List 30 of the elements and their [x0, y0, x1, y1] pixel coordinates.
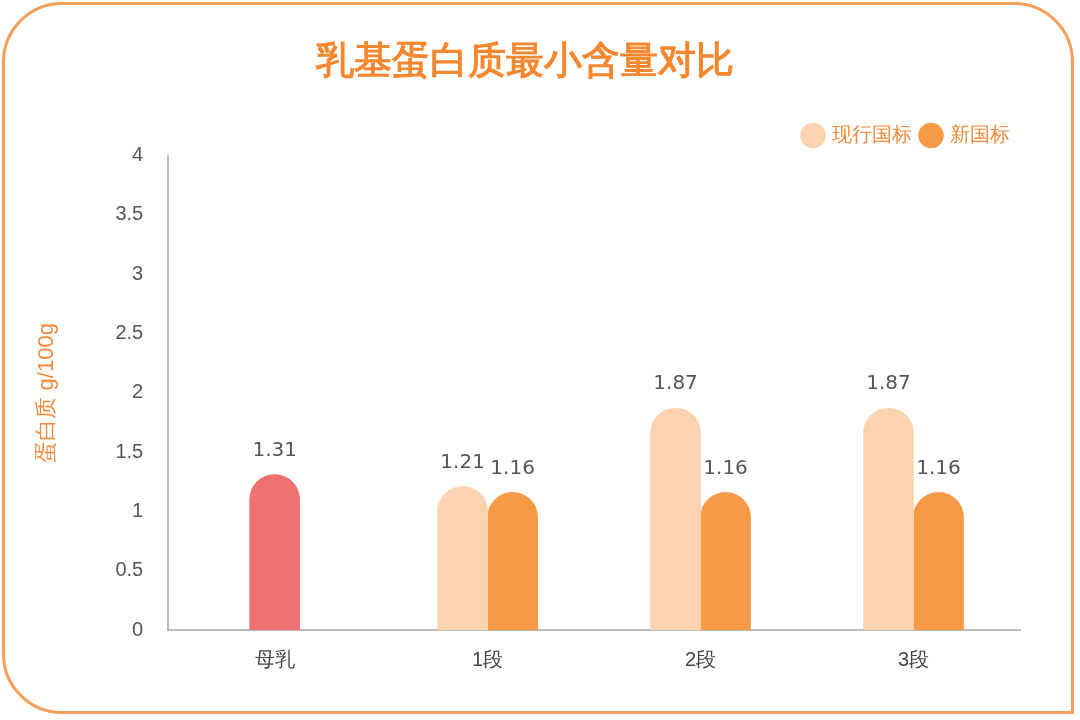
- chart-title: 乳基蛋白质最小含量对比: [315, 39, 734, 82]
- bar: [863, 407, 914, 630]
- legend-label: 新国标: [950, 123, 1010, 146]
- legend-label: 现行国标: [832, 123, 912, 146]
- y-tick-label: 2.5: [115, 321, 144, 344]
- bar: [700, 492, 751, 630]
- x-tick-label: 母乳: [254, 647, 295, 670]
- x-tick-label: 3段: [897, 647, 930, 670]
- x-tick-label: 1段: [472, 647, 504, 670]
- data-label: 1.87: [653, 370, 698, 395]
- x-tick-label: 2段: [685, 647, 717, 670]
- y-tick-label: 0: [132, 617, 144, 640]
- data-label: 1.16: [916, 454, 961, 479]
- data-label: 1.16: [703, 454, 748, 479]
- y-tick-label: 3.5: [115, 202, 144, 225]
- y-tick-label: 0.5: [115, 558, 144, 581]
- bar: [650, 407, 701, 630]
- y-tick-label: 3: [132, 261, 144, 284]
- y-tick-label: 2: [132, 380, 144, 403]
- y-axis-title: 蛋白质 g/100g: [33, 323, 59, 463]
- data-label: 1.16: [490, 454, 535, 479]
- data-label: 1.31: [252, 436, 297, 461]
- bar: [487, 492, 538, 630]
- y-tick-label: 4: [132, 143, 144, 166]
- y-tick-label: 1.5: [115, 439, 144, 462]
- y-tick-label: 1: [132, 498, 144, 521]
- bar: [437, 486, 488, 630]
- bar: [913, 492, 964, 630]
- data-label: 1.21: [440, 448, 485, 473]
- data-label: 1.87: [866, 370, 911, 395]
